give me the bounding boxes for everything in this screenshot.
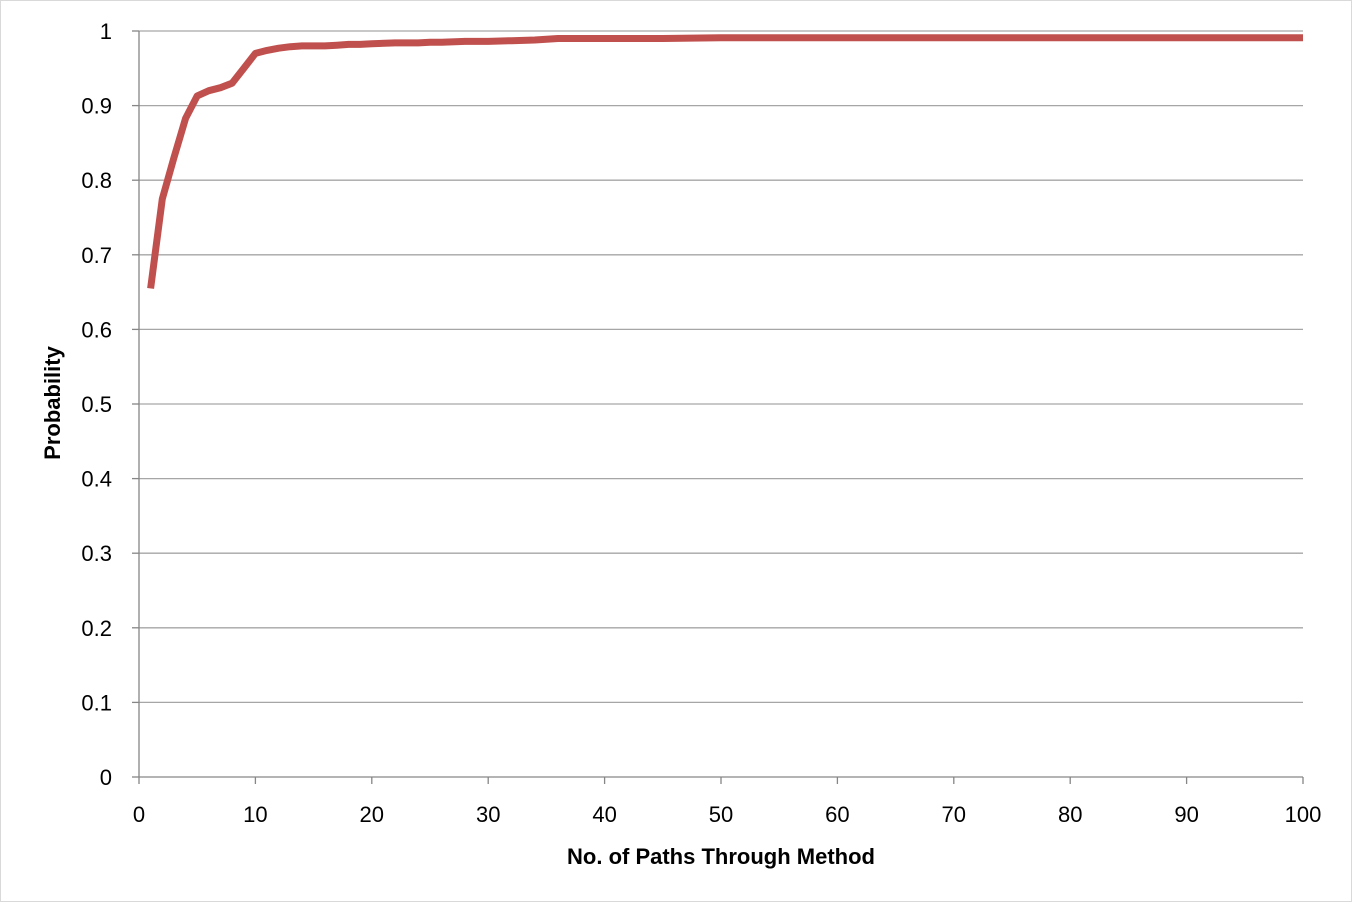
x-axis-title: No. of Paths Through Method xyxy=(567,844,875,869)
x-tick-label: 10 xyxy=(243,802,267,827)
y-tick-label: 0.7 xyxy=(81,243,112,268)
x-tick-label: 30 xyxy=(476,802,500,827)
y-tick-label: 0.5 xyxy=(81,392,112,417)
y-tick-label: 0.6 xyxy=(81,317,112,342)
y-tick-label: 0.2 xyxy=(81,616,112,641)
y-tick-label: 0.1 xyxy=(81,690,112,715)
x-tick-label: 20 xyxy=(360,802,384,827)
x-tick-label: 100 xyxy=(1285,802,1322,827)
x-tick-label: 60 xyxy=(825,802,849,827)
y-tick-label: 0.9 xyxy=(81,94,112,119)
series-layer xyxy=(147,34,1303,289)
y-tick-label: 0.4 xyxy=(81,467,112,492)
x-tick-label: 0 xyxy=(133,802,145,827)
y-tick-label: 1 xyxy=(100,19,112,44)
grid-layer xyxy=(139,30,1303,704)
x-tick-label: 90 xyxy=(1174,802,1198,827)
y-axis-title: Probability xyxy=(40,345,65,459)
x-tick-label: 50 xyxy=(709,802,733,827)
series-line-0 xyxy=(147,34,1303,289)
label-layer: 00.10.20.30.40.50.60.70.80.910 10 20 30 40 50… xyxy=(81,19,1321,827)
x-tick-label: 70 xyxy=(942,802,966,827)
x-tick-label: 40 xyxy=(592,802,616,827)
axis-layer xyxy=(132,30,1304,784)
y-tick-label: 0.8 xyxy=(81,168,112,193)
y-tick-label: 0 xyxy=(100,765,112,790)
y-tick-label: 0.3 xyxy=(81,541,112,566)
x-tick-label: 80 xyxy=(1058,802,1082,827)
